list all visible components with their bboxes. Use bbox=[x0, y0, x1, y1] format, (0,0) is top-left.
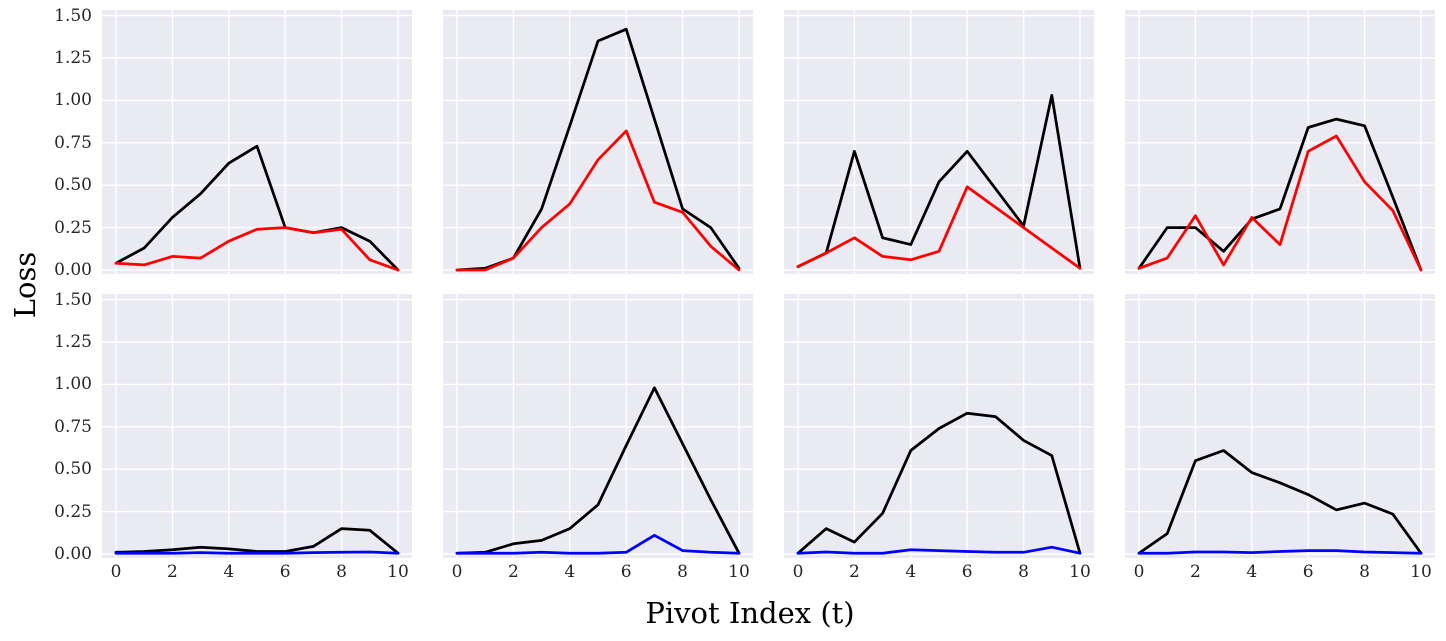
x-tick-label: 0 bbox=[110, 562, 122, 582]
line-series-blue bbox=[796, 545, 1082, 555]
x-tick-label: 2 bbox=[848, 562, 860, 582]
x-tick-label: 0 bbox=[451, 562, 463, 582]
x-tick-label: 2 bbox=[166, 562, 178, 582]
subplot-r1c3 bbox=[784, 10, 1094, 274]
y-tick-label: 0.75 bbox=[54, 132, 92, 153]
y-tick-label: 0.50 bbox=[54, 459, 92, 480]
x-tick-label: 2 bbox=[507, 562, 519, 582]
line-series-red bbox=[1137, 134, 1423, 272]
y-tick-label: 1.00 bbox=[54, 374, 92, 395]
x-tick-label: 8 bbox=[1018, 562, 1029, 582]
x-tick-label: 4 bbox=[905, 562, 917, 582]
x-tick-label: 6 bbox=[279, 562, 291, 582]
line-series-black bbox=[455, 386, 741, 555]
line-series-red bbox=[455, 129, 741, 272]
y-tick-label: 0.25 bbox=[54, 217, 92, 238]
x-tick-label: 4 bbox=[564, 562, 576, 582]
plot-area bbox=[784, 294, 1094, 558]
x-tick-label: 10 bbox=[1410, 562, 1432, 582]
subplot-r1c1 bbox=[102, 10, 412, 274]
plot-area bbox=[784, 10, 1094, 274]
y-tick-label: 1.25 bbox=[54, 332, 92, 352]
x-tick-label: 8 bbox=[677, 562, 688, 582]
x-axis-label: Pivot Index (t) bbox=[645, 596, 855, 630]
subplot-r2c4 bbox=[1125, 294, 1435, 558]
x-tick-label: 8 bbox=[336, 562, 347, 582]
plot-area bbox=[102, 10, 412, 274]
plot-area bbox=[1125, 10, 1435, 274]
y-axis-label: Loss bbox=[8, 251, 42, 319]
line-series-blue bbox=[114, 550, 400, 555]
x-tick-label: 10 bbox=[1069, 562, 1091, 582]
line-series-blue bbox=[1137, 549, 1423, 555]
y-tick-label: 1.50 bbox=[54, 5, 92, 26]
line-series-red bbox=[114, 226, 400, 272]
line-series-red bbox=[796, 185, 1082, 270]
subplot-r2c2 bbox=[443, 294, 753, 558]
subplot-r1c4 bbox=[1125, 10, 1435, 274]
y-tick-label: 0.50 bbox=[54, 175, 92, 196]
x-tick-label: 0 bbox=[1133, 562, 1145, 582]
x-tick-label: 10 bbox=[728, 562, 750, 582]
y-tick-label: 1.00 bbox=[54, 90, 92, 111]
line-series-black bbox=[1137, 449, 1423, 555]
line-series-blue bbox=[455, 533, 741, 555]
y-tick-label: 0.00 bbox=[54, 544, 92, 564]
line-series-black bbox=[114, 527, 400, 555]
x-tick-label: 4 bbox=[1246, 562, 1258, 582]
x-tick-label: 8 bbox=[1359, 562, 1370, 582]
x-tick-label: 6 bbox=[961, 562, 973, 582]
plot-area bbox=[443, 294, 753, 558]
x-tick-label: 6 bbox=[1302, 562, 1314, 582]
x-tick-label: 10 bbox=[387, 562, 409, 582]
y-tick-label: 1.25 bbox=[54, 48, 92, 68]
line-series-black bbox=[796, 411, 1082, 555]
plot-area bbox=[1125, 294, 1435, 558]
y-tick-label: 0.25 bbox=[54, 501, 92, 522]
x-tick-label: 2 bbox=[1189, 562, 1201, 582]
subplot-r1c2 bbox=[443, 10, 753, 274]
x-tick-label: 6 bbox=[620, 562, 632, 582]
plot-area bbox=[102, 294, 412, 558]
line-series-black bbox=[114, 144, 400, 272]
x-tick-label: 0 bbox=[792, 562, 804, 582]
subplot-r2c1 bbox=[102, 294, 412, 558]
line-series-black bbox=[796, 93, 1082, 270]
subplot-r2c3 bbox=[784, 294, 1094, 558]
plot-area bbox=[443, 10, 753, 274]
y-tick-label: 0.75 bbox=[54, 416, 92, 437]
x-tick-label: 4 bbox=[223, 562, 235, 582]
